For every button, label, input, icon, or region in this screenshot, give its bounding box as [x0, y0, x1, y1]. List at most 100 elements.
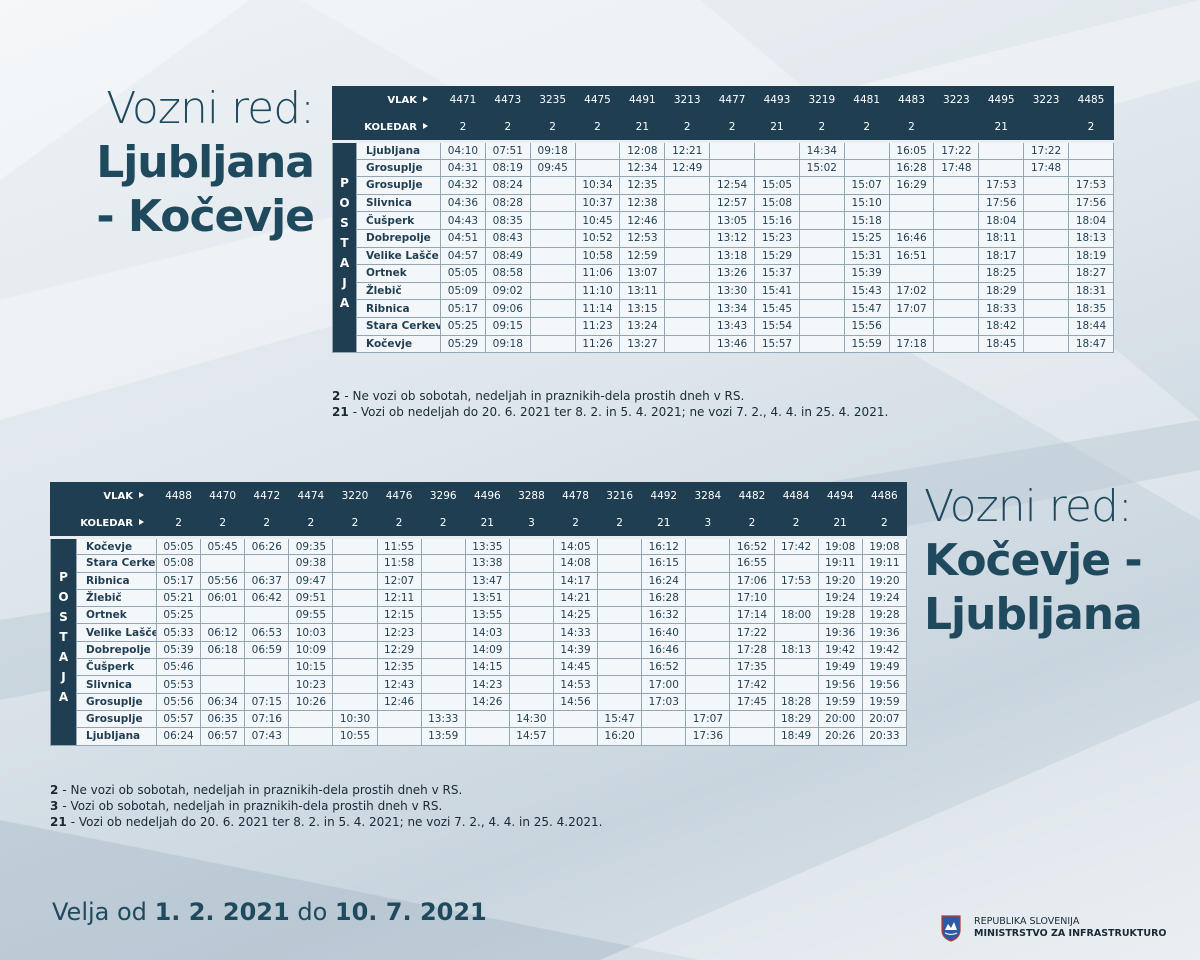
time: 04:10	[440, 141, 486, 160]
time	[664, 176, 711, 195]
time: 17:48	[1023, 158, 1070, 178]
time: 18:27	[1068, 264, 1114, 283]
station-row: Dobrepolje 05:39 06:18 06:59 10:09 12:29 14:09…	[51, 640, 908, 660]
timetable: VLAK 4488 4470 4472 4474 3220 4476 3296 4496 3288…	[50, 482, 908, 746]
time	[685, 658, 731, 677]
time	[244, 554, 290, 573]
time	[933, 281, 980, 301]
time	[1023, 193, 1070, 213]
time: 17:42	[729, 675, 775, 694]
time: 19:20	[861, 571, 908, 590]
time: 12:54	[709, 176, 756, 195]
time: 19:28	[861, 606, 908, 625]
train-number: 4495	[978, 86, 1025, 114]
time	[798, 299, 845, 318]
time: 10:23	[288, 675, 334, 694]
calendar-code: 2	[200, 509, 246, 539]
time	[798, 264, 845, 283]
time: 20:33	[861, 727, 908, 746]
time: 17:22	[729, 623, 775, 642]
train-number: 3223	[933, 86, 980, 114]
side-label: POSTAJA	[337, 176, 352, 317]
time: 09:15	[484, 316, 531, 336]
train-number: 4491	[619, 86, 666, 114]
time	[574, 141, 621, 160]
station: Grosuplje	[356, 176, 441, 195]
time: 12:21	[664, 141, 711, 160]
time	[773, 554, 819, 573]
table-header: VLAK 4471 4473 3235 4475 4491 3213 4477 4493 3219…	[332, 86, 1114, 143]
header-row: KOLEDAR 2 2 2 2 2 2 2 21 3 2 2 21 3 2 2 21 2	[50, 509, 908, 539]
time: 15:08	[754, 193, 800, 213]
time	[200, 658, 246, 677]
time: 11:23	[574, 316, 621, 336]
time	[332, 554, 378, 573]
notes: 2- Ne vozi ob sobotah, nedeljah in prazn…	[50, 782, 602, 830]
train-number: 4471	[440, 86, 486, 114]
time: 15:05	[754, 176, 800, 195]
calendar-code: 2	[729, 509, 775, 539]
time: 13:27	[619, 334, 666, 354]
time	[773, 675, 819, 694]
heading-line: Ljubljana	[924, 589, 1143, 640]
time: 18:25	[978, 264, 1025, 283]
time: 17:48	[933, 158, 980, 178]
time	[685, 571, 731, 590]
time: 17:42	[773, 536, 819, 556]
time: 16:32	[641, 606, 687, 625]
time	[1023, 211, 1070, 230]
time: 19:20	[817, 571, 863, 590]
time	[978, 158, 1025, 178]
station-row: Velike Lašče 05:33 06:12 06:53 10:03 12:23 14:…	[51, 623, 908, 642]
time	[420, 571, 466, 590]
station-row: Ribnica 05:17 05:56 06:37 09:47 12:07 13:47 14:…	[51, 571, 908, 590]
note: 3- Vozi ob sobotah, nedeljah in prazniki…	[50, 798, 602, 814]
time	[420, 536, 466, 556]
time: 16:28	[888, 158, 935, 178]
time	[508, 588, 554, 608]
time: 09:18	[484, 334, 531, 354]
time: 05:25	[155, 606, 202, 625]
time	[200, 554, 246, 573]
time	[529, 281, 576, 301]
time: 10:15	[288, 658, 334, 677]
time: 12:08	[619, 141, 666, 160]
time: 18:42	[978, 316, 1025, 336]
calendar-code: 21	[619, 113, 666, 143]
time: 14:05	[552, 536, 599, 556]
station: Čušperk	[76, 658, 157, 677]
note: 21- Vozi ob nedeljah do 20. 6. 2021 ter …	[332, 404, 888, 420]
time: 20:07	[861, 709, 908, 729]
time: 05:08	[155, 554, 202, 573]
time: 19:11	[817, 554, 863, 573]
train-number: 4492	[641, 482, 687, 510]
time	[529, 176, 576, 195]
time: 09:38	[288, 554, 334, 573]
heading-line: Ljubljana	[96, 137, 315, 188]
time: 10:55	[332, 727, 378, 746]
time	[1068, 141, 1114, 160]
time	[332, 606, 378, 625]
side-label-cell: POSTAJA	[332, 140, 357, 354]
time: 04:51	[440, 228, 486, 248]
time: 17:10	[729, 588, 775, 608]
time: 04:31	[440, 158, 486, 178]
time	[933, 228, 980, 248]
time: 14:26	[464, 692, 510, 711]
time	[933, 316, 980, 336]
time: 17:06	[729, 571, 775, 590]
logo-line: REPUBLIKA SLOVENIJA	[974, 916, 1080, 927]
station-row: Stara Cerkev 05:25 09:15 11:23 13:24 13:43 15:…	[333, 316, 1114, 336]
time: 07:51	[484, 141, 531, 160]
time	[664, 264, 711, 283]
time	[978, 141, 1025, 160]
time: 14:53	[552, 675, 599, 694]
time: 18:35	[1068, 299, 1114, 318]
time: 13:35	[464, 536, 510, 556]
station-row: Ribnica 05:17 09:06 11:14 13:15 13:34 15:45 15:…	[333, 299, 1114, 318]
calendar-code: 2	[574, 113, 621, 143]
calendar-code	[1023, 113, 1070, 143]
time	[798, 281, 845, 301]
time: 13:38	[464, 554, 510, 573]
train-number: 4494	[817, 482, 863, 510]
